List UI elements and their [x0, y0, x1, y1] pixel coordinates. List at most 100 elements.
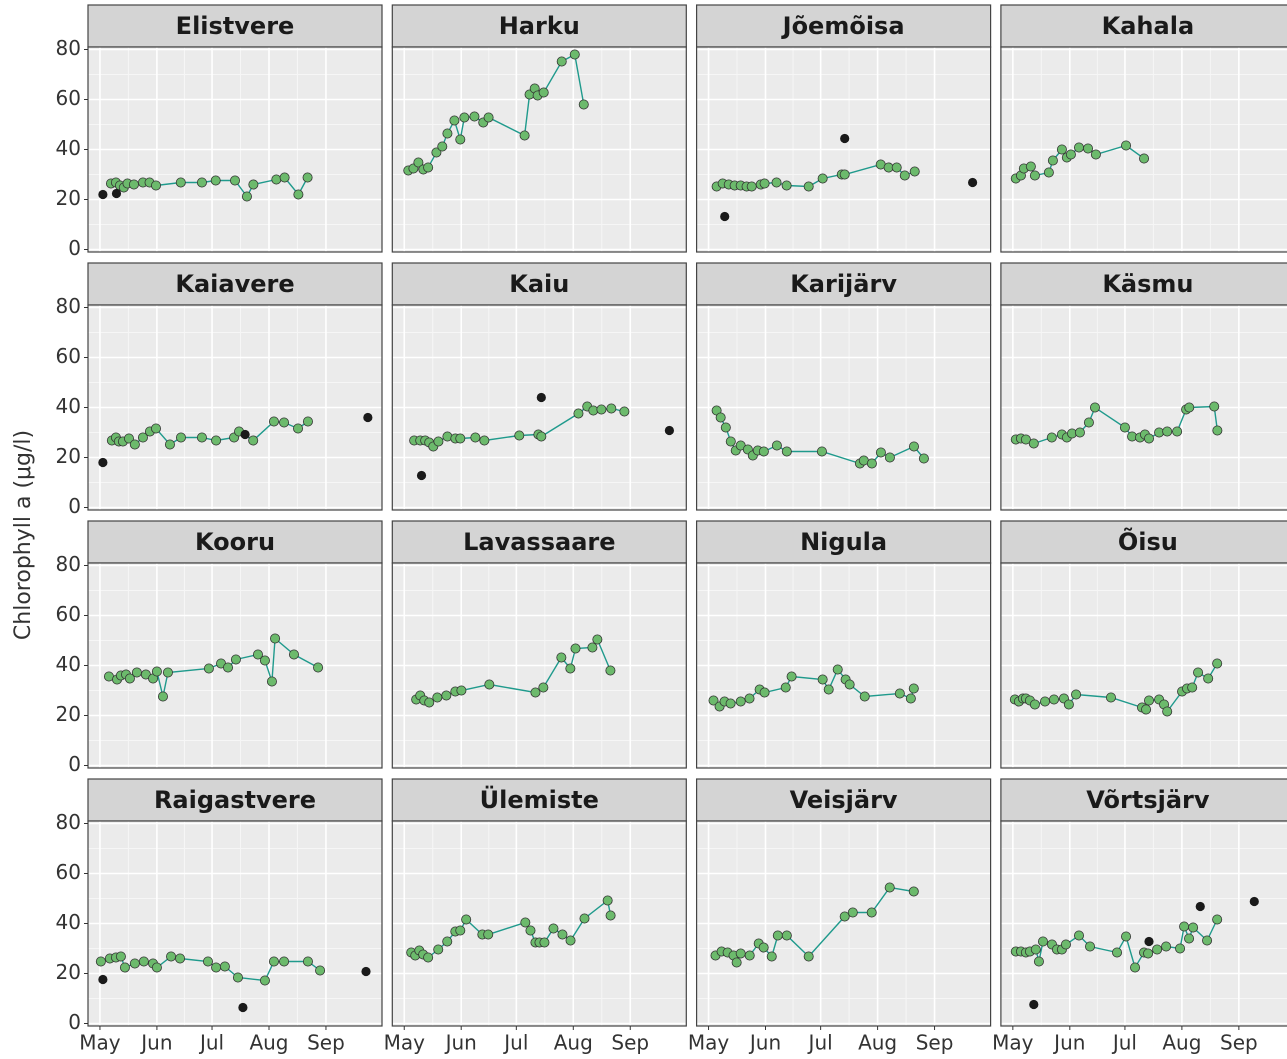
- data-point: [241, 191, 252, 202]
- data-point: [758, 942, 769, 953]
- strip-title: Nigula: [800, 528, 887, 556]
- strip-title: Elistvere: [176, 12, 295, 40]
- data-point: [1073, 930, 1084, 941]
- data-point: [884, 452, 895, 463]
- data-point: [1043, 167, 1054, 178]
- data-point: [1203, 673, 1214, 684]
- y-tick-label: 0: [68, 1010, 81, 1034]
- strip: [87, 262, 383, 306]
- data-point: [424, 697, 435, 708]
- data-point: [514, 430, 525, 441]
- x-tick-label: May: [992, 1031, 1034, 1055]
- panel: Nigula: [695, 520, 992, 769]
- panel: Lavassaare: [391, 520, 687, 769]
- panel: Karijärv: [695, 262, 992, 511]
- x-tick-label: Sep: [916, 1031, 954, 1055]
- data-point: [270, 633, 281, 644]
- panel: Kaiu: [391, 262, 687, 511]
- strip: [695, 262, 992, 306]
- data-point: [918, 453, 929, 464]
- panel: Elistvere 0 20 40 60 80: [56, 4, 383, 260]
- data-point: [1202, 935, 1213, 946]
- data-point: [1188, 922, 1199, 933]
- data-point: [725, 436, 736, 447]
- data-point: [150, 180, 161, 191]
- data-point: [151, 962, 162, 973]
- outlier-point: [664, 425, 674, 436]
- data-point: [483, 112, 494, 123]
- data-point: [211, 962, 222, 973]
- data-point: [758, 446, 769, 457]
- strip: [87, 520, 383, 564]
- data-point: [248, 179, 259, 190]
- panel-border: [695, 304, 992, 511]
- y-tick-label: 60: [56, 344, 81, 368]
- data-point: [772, 930, 783, 941]
- data-point: [519, 130, 530, 141]
- x-tick-label: Aug: [554, 1031, 593, 1055]
- strip: [1000, 4, 1287, 48]
- data-point: [908, 886, 919, 897]
- data-point: [744, 693, 755, 704]
- data-point: [884, 882, 895, 893]
- panel: Raigastvere 0 20 40 60 80 May Jun Jul Aug Sep: [56, 778, 383, 1055]
- panel: Jõemõisa: [695, 4, 992, 253]
- outlier-point: [98, 974, 108, 985]
- strip: [695, 520, 992, 564]
- data-point: [780, 682, 791, 693]
- data-point: [539, 937, 550, 948]
- outlier-point: [363, 412, 373, 423]
- y-tick-label: 60: [56, 860, 81, 884]
- x-tick-label: Jul: [198, 1031, 224, 1055]
- data-point: [844, 679, 855, 690]
- data-point: [908, 441, 919, 452]
- data-point: [119, 962, 130, 973]
- data-point: [1046, 432, 1057, 443]
- data-point: [1121, 140, 1132, 151]
- data-point: [1083, 417, 1094, 428]
- x-tick-label: May: [79, 1031, 121, 1055]
- data-point: [210, 175, 221, 186]
- data-point: [570, 643, 581, 654]
- data-point: [157, 691, 168, 702]
- data-point: [1212, 658, 1223, 669]
- y-tick-label: 60: [56, 86, 81, 110]
- y-tick-label: 20: [56, 960, 81, 984]
- data-point: [1030, 944, 1041, 955]
- x-tick-label: May: [384, 1031, 426, 1055]
- data-point: [1209, 401, 1220, 412]
- data-point: [230, 654, 241, 665]
- data-point: [839, 911, 850, 922]
- panel-border: [1000, 46, 1287, 253]
- data-point: [175, 953, 186, 964]
- panel-border: [391, 46, 687, 253]
- data-point: [894, 688, 905, 699]
- y-tick-label: 0: [68, 494, 81, 518]
- data-point: [166, 951, 177, 962]
- data-point: [866, 458, 877, 469]
- data-point: [124, 673, 135, 684]
- data-point: [413, 157, 424, 168]
- data-point: [1047, 155, 1058, 166]
- data-point: [847, 907, 858, 918]
- x-tick-label: Sep: [611, 1031, 649, 1055]
- data-point: [1060, 939, 1071, 950]
- data-point: [771, 440, 782, 451]
- x-tick-label: Jul: [807, 1031, 833, 1055]
- y-tick-label: 80: [56, 810, 81, 834]
- data-point: [1090, 149, 1101, 160]
- data-point: [211, 435, 222, 446]
- data-point: [1139, 153, 1150, 164]
- data-point: [565, 663, 576, 674]
- outlier-point: [1249, 896, 1259, 907]
- outlier-point: [416, 470, 427, 481]
- data-point: [832, 664, 843, 675]
- data-point: [162, 667, 173, 678]
- data-point: [219, 961, 230, 972]
- strip-title: Võrtsjärv: [1086, 786, 1210, 814]
- panel-border: [1000, 820, 1287, 1027]
- data-point: [268, 956, 279, 967]
- data-point: [203, 663, 214, 674]
- data-point: [536, 431, 547, 442]
